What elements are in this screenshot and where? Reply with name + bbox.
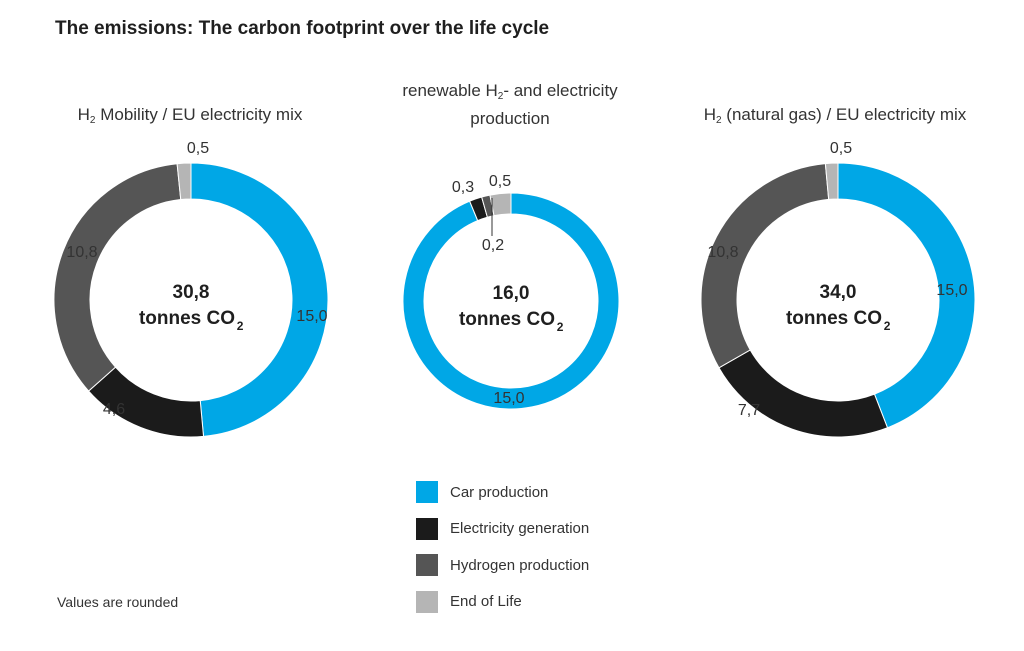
legend-swatch [416,590,438,613]
chart-title-h2-mobility: H2 Mobility / EU electricity mix [77,105,303,126]
donut-total-value: 30,8 [173,282,210,303]
donut-slice-end-of-life [176,162,192,201]
page-title: The emissions: The carbon footprint over… [55,18,550,39]
slice-value-label: 4,6 [103,401,125,418]
legend-swatch [416,517,438,540]
slice-value-label: 10,8 [66,244,97,261]
donut-slice-car-production [402,192,620,410]
donut-total-unit-subscript: 2 [557,320,564,334]
donut-total-value: 34,0 [820,282,857,303]
legend-swatch [416,481,438,503]
donut-total-unit: tonnes CO [139,308,235,329]
chart-title-natural-gas: H2 (natural gas) / EU electricity mix [703,105,967,126]
donut-slice-car-production [190,162,329,437]
donut-slice-end-of-life [489,192,512,217]
slice-value-label: 15,0 [493,390,524,407]
donut-total-unit: tonnes CO [459,309,555,330]
slice-value-label: 0,5 [187,140,209,157]
slice-value-label: 0,2 [482,237,504,254]
legend-item-end-of-life: End of Life [416,590,589,613]
legend-swatch [416,554,438,576]
donut-total-unit: tonnes CO [786,308,882,329]
donut-slice-hydrogen-production [53,163,182,392]
donut-slice-electricity-generation [718,349,889,438]
slice-value-label: 15,0 [296,308,327,325]
slice-value-label: 0,5 [489,173,511,190]
slice-value-label: 15,0 [936,282,967,299]
donut-slice-car-production [837,162,976,429]
chart-title-renewable: renewable H2- and electricity production [402,81,618,128]
rounding-note: Values are rounded [57,594,179,610]
slice-value-label: 0,5 [830,140,852,157]
donut-total-unit-subscript: 2 [884,319,891,333]
donut-total-unit-subscript: 2 [237,319,244,333]
donut-slice-hydrogen-production [700,163,830,369]
legend: Car production Electricity generation Hy… [416,481,589,627]
slice-value-label: 7,7 [738,402,760,419]
slice-value-label: 0,3 [452,179,474,196]
slice-value-label: 10,8 [707,244,738,261]
donut-slice-end-of-life [824,162,839,200]
legend-item-hydrogen-production: Hydrogen production [416,554,589,576]
legend-item-car-production: Car production [416,481,589,503]
donut-total-value: 16,0 [493,283,530,304]
legend-item-electricity-generation: Electricity generation [416,517,589,540]
